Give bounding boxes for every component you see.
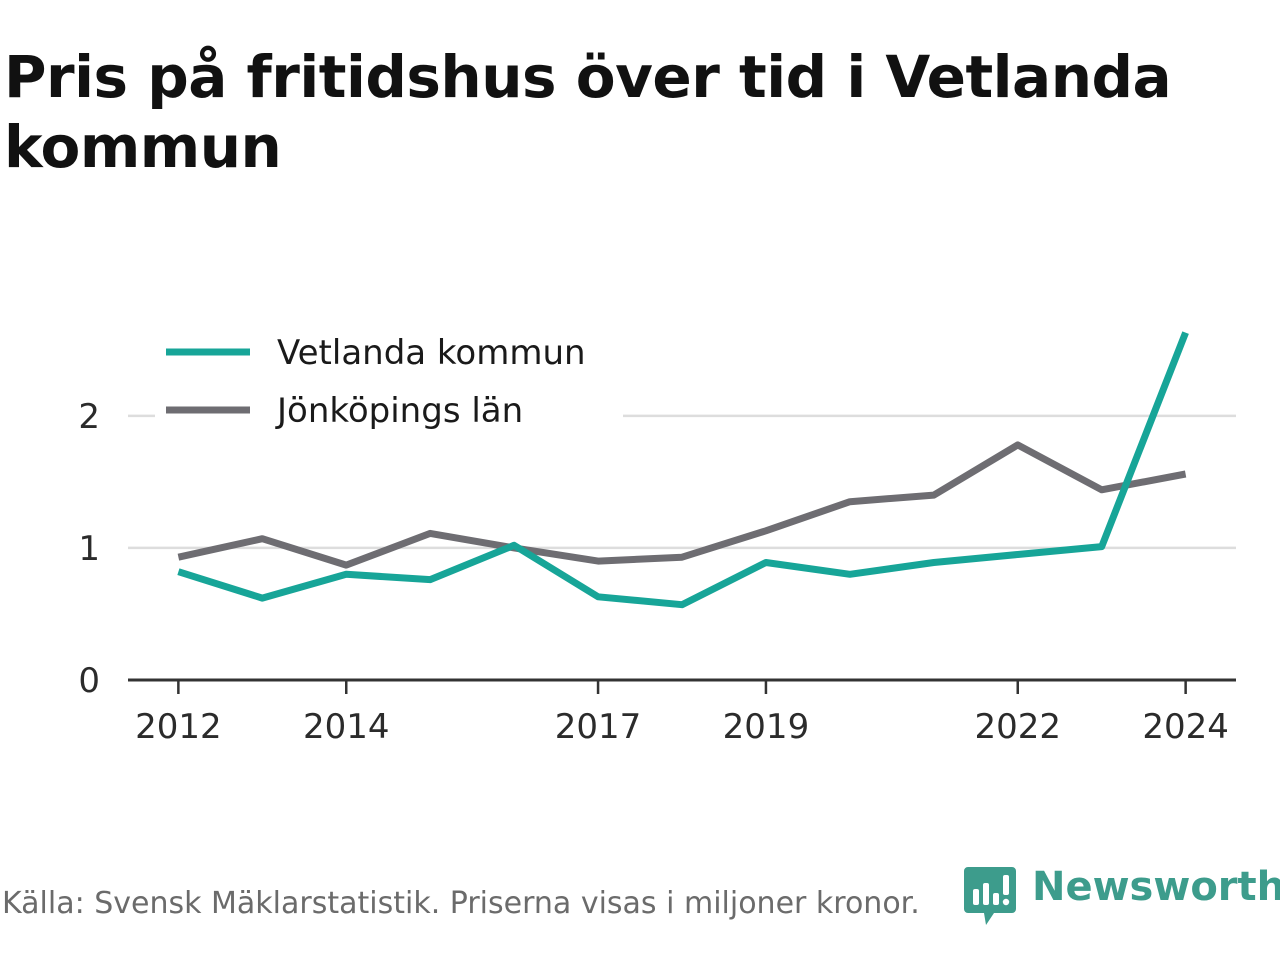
x-tick-label-2019: 2019 — [723, 707, 810, 747]
series-line-vetlanda — [177, 331, 1189, 609]
legend-label-jonkoping: Jönköpings län — [275, 391, 523, 431]
series-line-jonkoping — [177, 441, 1187, 569]
legend: Vetlanda kommun Jönköpings län — [155, 322, 623, 431]
x-tick-label-2017: 2017 — [555, 707, 642, 747]
legend-label-vetlanda: Vetlanda kommun — [277, 333, 586, 373]
x-axis: 2012 2014 2017 2019 2022 2024 — [128, 678, 1236, 747]
source-note: Källa: Svensk Mäklarstatistik. Priserna … — [2, 886, 920, 921]
newsworthy-logo-icon — [964, 867, 1016, 925]
x-tick-label-2012: 2012 — [135, 707, 222, 747]
brand-name: Newsworthy — [1032, 864, 1280, 910]
brand[interactable]: Newsworthy — [964, 864, 1280, 928]
y-tick-label-2: 2 — [78, 397, 100, 437]
x-tick-label-2024: 2024 — [1142, 707, 1229, 747]
y-tick-label-1: 1 — [78, 529, 100, 569]
x-tick-label-2022: 2022 — [974, 707, 1061, 747]
x-tick-label-2014: 2014 — [303, 707, 390, 747]
chart-title: Pris på fritidshus över tid i Vetlanda k… — [4, 43, 1172, 181]
series-lines — [177, 331, 1189, 609]
y-tick-label-0: 0 — [78, 661, 100, 701]
